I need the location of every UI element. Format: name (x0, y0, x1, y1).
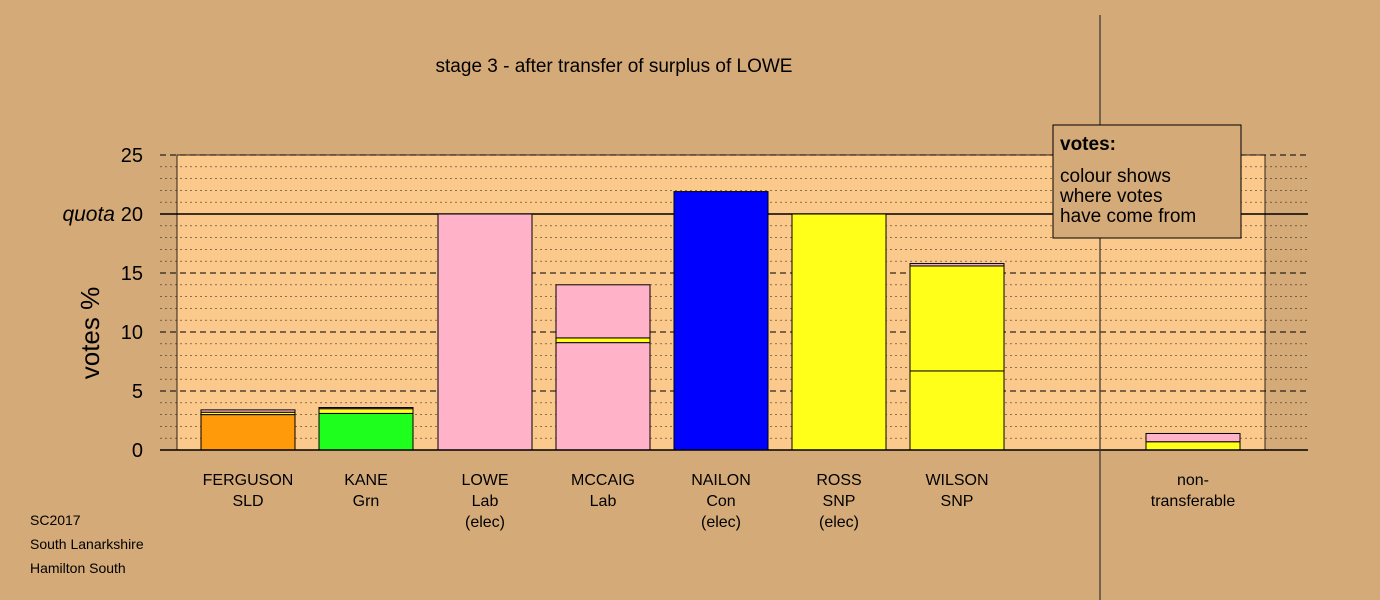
bar-segment (1145, 441, 1241, 451)
legend-title: votes: (1060, 134, 1116, 155)
bar-stack (791, 213, 887, 451)
legend-line-1: colour shows (1060, 166, 1171, 187)
y-tick-label: 15 (121, 263, 143, 285)
category-label: Grn (353, 493, 380, 510)
bar-segment (318, 408, 414, 414)
bar-segment (909, 263, 1005, 267)
axes: 0 5 10 15 20 25 (121, 15, 1308, 600)
y-tick-label: 0 (132, 440, 143, 462)
bar-segment (555, 284, 651, 339)
bar-stack (1145, 432, 1241, 451)
legend-line-2: where votes (1059, 186, 1162, 207)
bar-stack (200, 409, 296, 451)
y-tick-label: 20 (121, 204, 143, 226)
legend-line-3: have come from (1060, 206, 1196, 227)
category-label: (elec) (465, 514, 505, 531)
bar-stack (909, 263, 1005, 451)
category-label: WILSON (925, 472, 988, 489)
bar-stack (318, 407, 414, 451)
category-label: SNP (823, 493, 856, 510)
bar-segment (791, 213, 887, 451)
category-label: (elec) (819, 514, 859, 531)
category-labels: FERGUSON SLD KANE Grn LOWE Lab (elec) MCCAIG Lab… (203, 472, 1236, 531)
category-label: (elec) (701, 514, 741, 531)
category-label: SNP (941, 493, 974, 510)
category-label: LOWE (461, 472, 508, 489)
category-label: MCCAIG (571, 472, 635, 489)
y-tick-label: 10 (121, 322, 143, 344)
bar-segment (555, 342, 651, 451)
bar-segment (200, 414, 296, 451)
category-label: FERGUSON (203, 472, 294, 489)
bar-segment (673, 191, 769, 451)
quota-label: quota (62, 203, 115, 226)
chart-title: stage 3 - after transfer of surplus of L… (436, 56, 793, 77)
bars (200, 191, 1241, 451)
bar-segment (200, 409, 296, 413)
bar-segment (318, 412, 414, 451)
bar-stack (437, 213, 533, 451)
category-label: Con (706, 493, 735, 510)
category-label: Lab (472, 493, 499, 510)
y-axis-label: votes % (75, 287, 105, 380)
bar-segment (909, 370, 1005, 451)
category-label: KANE (344, 472, 388, 489)
footnote-election: SC2017 (30, 512, 81, 528)
bar-segment (318, 407, 414, 410)
footnote-ward: Hamilton South (30, 560, 126, 576)
bar-segment (437, 213, 533, 451)
footnote-council: South Lanarkshire (30, 536, 144, 552)
bar-segment (909, 265, 1005, 372)
bar-segment (555, 337, 651, 344)
category-label: Lab (590, 493, 617, 510)
legend: votes: colour shows where votes have com… (1052, 124, 1242, 239)
bar-stack (673, 191, 769, 451)
category-label: NAILON (691, 472, 751, 489)
legend-box (1052, 124, 1242, 239)
y-tick-label: 25 (121, 145, 143, 167)
category-label: transferable (1151, 493, 1236, 510)
category-label: ROSS (816, 472, 861, 489)
category-label: non- (1177, 472, 1209, 489)
bar-stack (555, 284, 651, 451)
bar-segment (1145, 432, 1241, 443)
category-label: SLD (232, 493, 263, 510)
y-tick-label: 5 (132, 381, 143, 403)
